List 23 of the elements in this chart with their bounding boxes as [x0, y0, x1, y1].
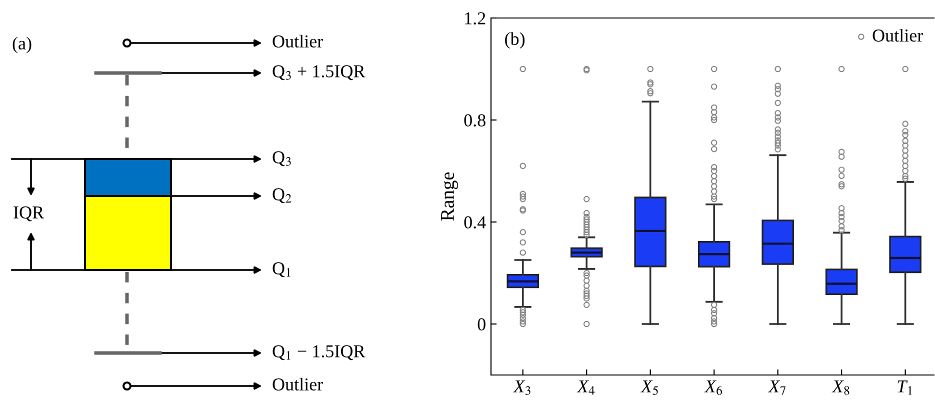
text: Outlier [272, 34, 323, 48]
text: IQR [14, 206, 44, 222]
text: Q$_{3}$ + 1.5IQR [272, 65, 366, 80]
text: Q$_{2}$ [272, 188, 292, 204]
y-axis-title: Range [441, 172, 458, 221]
text: (a) [12, 36, 32, 54]
legend-label: Outlier [872, 28, 924, 42]
text: Outlier [272, 378, 323, 391]
x-tick-label: X$_{3}$ [512, 380, 530, 395]
x-tick-label: X$_{5}$ [640, 380, 658, 395]
x-tick-label: X$_{7}$ [768, 380, 786, 395]
y-tick-label: 0.4 [464, 216, 486, 229]
x-tick-label: X$_{8}$ [832, 380, 850, 395]
x-tick-label: X$_{6}$ [704, 380, 722, 395]
y-tick-label: 0.8 [464, 114, 486, 127]
y-tick-label: 0 [478, 318, 486, 330]
y-tick-label: 1.2 [465, 12, 486, 25]
x-tick-label: T$_{1}$ [898, 380, 912, 395]
text: Q$_{1}$ [272, 262, 290, 278]
x-tick-label: X$_{4}$ [576, 380, 595, 395]
annotation: (b) [505, 32, 525, 49]
text: Q$_{1}$ − 1.5IQR [272, 345, 366, 360]
text: Q$_{3}$ [272, 151, 291, 166]
